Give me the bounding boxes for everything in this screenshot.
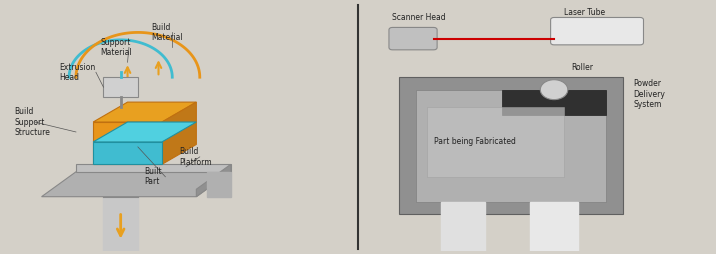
Polygon shape [93,102,196,122]
FancyBboxPatch shape [551,18,644,45]
Polygon shape [104,77,138,97]
Polygon shape [93,122,196,142]
Text: Laser Tube: Laser Tube [564,8,606,17]
Polygon shape [417,90,606,202]
Polygon shape [42,172,231,197]
Polygon shape [400,77,623,214]
Polygon shape [93,142,162,164]
Polygon shape [440,202,485,251]
Text: Built
Part: Built Part [145,167,163,186]
Text: Scanner Head: Scanner Head [392,13,446,22]
Text: Build
Material: Build Material [152,23,183,42]
Polygon shape [207,172,231,197]
FancyBboxPatch shape [389,27,437,50]
Text: Part being Fabricated: Part being Fabricated [434,137,516,146]
Text: Roller: Roller [571,63,594,72]
Polygon shape [503,90,606,115]
Circle shape [541,80,568,100]
Polygon shape [196,164,231,197]
Polygon shape [76,164,231,172]
Text: Build
Support
Structure: Build Support Structure [14,107,50,137]
Polygon shape [427,107,564,177]
Polygon shape [93,122,162,164]
Text: Extrusion
Head: Extrusion Head [59,62,95,82]
Polygon shape [530,202,578,251]
Text: Support
Material: Support Material [100,38,132,57]
Text: Powder
Delivery
System: Powder Delivery System [633,79,665,109]
Text: Build
Platform: Build Platform [179,147,212,167]
Polygon shape [162,102,196,164]
Polygon shape [104,197,138,251]
